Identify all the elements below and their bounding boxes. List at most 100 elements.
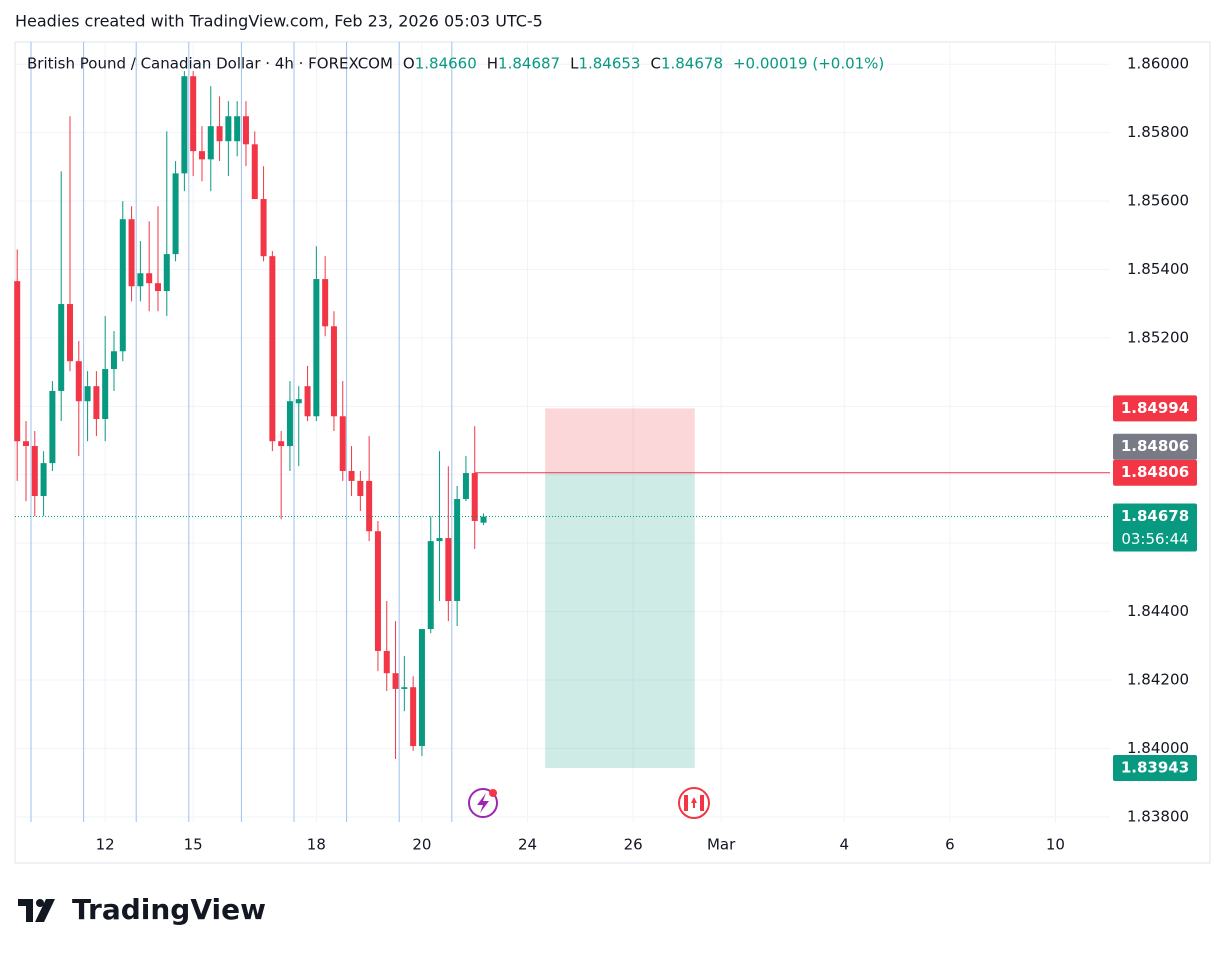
candle-body: [181, 76, 188, 174]
y-tick-label: 1.85600: [1127, 192, 1189, 210]
candle-body: [66, 304, 73, 362]
ohlc-key: L: [570, 55, 579, 73]
maple-leaf: [691, 797, 697, 808]
chart-frame: [14, 41, 1211, 864]
stop-zone: [545, 408, 695, 473]
candle-body: [445, 538, 452, 601]
y-tick-label: 1.83800: [1127, 807, 1189, 825]
candle-body: [119, 219, 126, 352]
event-icons: [468, 787, 710, 819]
price-tag: [1113, 503, 1197, 552]
ohlc-value: 1.84653: [578, 55, 640, 73]
candle-body: [471, 473, 478, 521]
candle-body: [480, 516, 487, 523]
candle-body: [128, 219, 135, 287]
candle-body: [242, 116, 249, 145]
price-tag-label: 1.83943: [1121, 758, 1189, 776]
x-tick-label: 4: [840, 836, 850, 854]
candle-body: [137, 273, 144, 287]
candle-body: [313, 279, 320, 417]
y-tick-label: 1.84200: [1127, 671, 1189, 689]
candle-body: [401, 687, 408, 689]
ohlc-value: 1.84660: [415, 55, 477, 73]
price-tag-label: 1.84994: [1121, 399, 1189, 417]
candle-body: [392, 673, 399, 689]
candle-body: [357, 480, 364, 496]
lightning: [477, 793, 489, 813]
candle-body: [84, 386, 91, 402]
target-zone: [545, 472, 695, 768]
candle-body: [14, 281, 21, 442]
ohlc-value: 1.84687: [498, 55, 560, 73]
y-tick-label: 1.85800: [1127, 123, 1189, 141]
ohlc-key: O: [403, 55, 415, 73]
candle-body: [110, 351, 117, 370]
footer-logo: TradingView: [18, 893, 266, 926]
price-tag: [1113, 459, 1197, 486]
candle-body: [295, 399, 302, 404]
candle-body: [374, 531, 381, 651]
flag-band: [684, 795, 688, 811]
logo-mark: [18, 899, 33, 922]
change: +0.00019 (+0.01%): [733, 55, 884, 73]
x-tick-label: 6: [945, 836, 955, 854]
y-tick-label: 1.85400: [1127, 260, 1189, 278]
price-tag-label: 1.84806: [1121, 437, 1189, 455]
candle-body: [225, 116, 232, 142]
ohlc-value: 1.84678: [661, 55, 723, 73]
x-tick-label: 12: [96, 836, 115, 854]
candle-body: [190, 76, 197, 152]
ohlc-key: H: [487, 55, 498, 73]
candle-body: [22, 441, 29, 447]
candle-body: [146, 273, 153, 284]
symbol: British Pound / Canadian Dollar · 4h · F…: [27, 55, 393, 73]
candle-body: [330, 326, 337, 417]
y-tick-label: 1.86000: [1127, 55, 1189, 73]
x-tick-label: 26: [624, 836, 643, 854]
event-dot: [489, 789, 497, 797]
logo-mark: [36, 899, 44, 907]
price-tag-label: 1.84678: [1121, 507, 1189, 525]
header-title: Headies created with TradingView.com, Fe…: [15, 12, 543, 31]
candle-body: [260, 199, 267, 257]
candle-body: [436, 538, 443, 542]
price-tag: [1113, 395, 1197, 422]
candle-body: [40, 463, 47, 496]
y-tick-label: 1.85200: [1127, 328, 1189, 346]
candle-body: [31, 446, 38, 496]
x-tick-label: 10: [1046, 836, 1065, 854]
candle-body: [251, 144, 258, 200]
x-tick-label: 24: [518, 836, 537, 854]
candle-body: [49, 390, 56, 464]
price-tag-countdown: 03:56:44: [1121, 530, 1188, 548]
candle-body: [154, 283, 161, 292]
candle-body: [269, 256, 276, 442]
ohlc-key: C: [650, 55, 660, 73]
candle-body: [163, 254, 170, 292]
price-tag: [1113, 754, 1197, 781]
candle-body: [172, 173, 179, 255]
candle-body: [102, 369, 109, 419]
price-tag-label: 1.84806: [1121, 463, 1189, 481]
candle-body: [286, 401, 293, 447]
candle-body: [198, 151, 205, 160]
candle-body: [454, 499, 461, 601]
x-tick-label: Mar: [707, 836, 736, 854]
candle-body: [304, 386, 311, 417]
candle-body: [234, 116, 241, 142]
candle-body: [418, 629, 425, 747]
plot: [14, 71, 1110, 768]
candle-body: [93, 386, 100, 419]
legend: British Pound / Canadian Dollar · 4h · F…: [27, 55, 884, 73]
candle-body: [75, 361, 82, 402]
price-tag: [1113, 433, 1197, 460]
candle-body: [278, 441, 285, 447]
brand: TradingView: [72, 893, 266, 926]
candle-body: [216, 126, 223, 142]
x-tick-label: 18: [307, 836, 326, 854]
candle-body: [58, 304, 65, 391]
candle-body: [207, 126, 214, 160]
candle-body: [348, 471, 355, 481]
candle-body: [462, 473, 469, 500]
